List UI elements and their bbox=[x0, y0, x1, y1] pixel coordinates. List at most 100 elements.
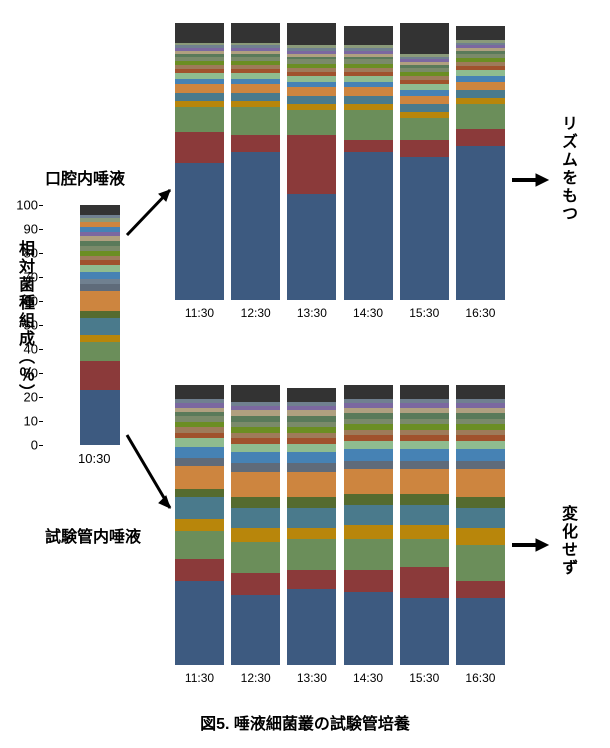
y-tick-label: 40 bbox=[12, 342, 38, 357]
y-tick-label: 20 bbox=[12, 390, 38, 405]
bar-segment bbox=[456, 104, 505, 129]
bar-segment bbox=[456, 90, 505, 98]
x-tick-label: 12:30 bbox=[231, 306, 280, 320]
y-tick-label: 0 bbox=[12, 438, 38, 453]
x-tick-label: 16:30 bbox=[456, 671, 505, 685]
bottom-bars bbox=[175, 385, 505, 665]
bar-segment bbox=[287, 497, 336, 508]
stacked-bar bbox=[231, 385, 280, 665]
bar-segment bbox=[287, 472, 336, 497]
y-tick-label: 10 bbox=[12, 414, 38, 429]
bar-segment bbox=[175, 107, 224, 132]
arrow-to-bottom-icon bbox=[122, 430, 182, 520]
x-tick-label: 15:30 bbox=[400, 306, 449, 320]
bar-segment bbox=[287, 444, 336, 452]
bar-segment bbox=[287, 508, 336, 528]
arrow-to-top-icon bbox=[122, 180, 182, 240]
bar-segment bbox=[287, 589, 336, 665]
bar-segment bbox=[344, 525, 393, 539]
bar-segment bbox=[344, 26, 393, 46]
bar-segment bbox=[175, 497, 224, 519]
bar-segment bbox=[400, 525, 449, 539]
bar-segment bbox=[456, 461, 505, 469]
bar-segment bbox=[175, 132, 224, 163]
bar-segment bbox=[80, 342, 120, 361]
bar-segment bbox=[287, 96, 336, 104]
bar-segment bbox=[175, 447, 224, 458]
bar-segment bbox=[456, 385, 505, 399]
bar-segment bbox=[231, 23, 280, 43]
bar-segment bbox=[456, 129, 505, 146]
bar-segment bbox=[344, 87, 393, 95]
bar-segment bbox=[287, 87, 336, 95]
bar-segment bbox=[344, 385, 393, 399]
stacked-bar bbox=[344, 20, 393, 300]
x-tick-label: 12:30 bbox=[231, 671, 280, 685]
bar-segment bbox=[400, 385, 449, 399]
bar-segment bbox=[456, 581, 505, 598]
bar-segment bbox=[175, 559, 224, 581]
x-tick-label: 14:30 bbox=[344, 306, 393, 320]
bar-segment bbox=[175, 93, 224, 101]
bar-segment bbox=[344, 441, 393, 449]
reference-time-label: 10:30 bbox=[78, 451, 111, 466]
x-tick-label: 15:30 bbox=[400, 671, 449, 685]
bar-segment bbox=[287, 388, 336, 402]
bar-segment bbox=[80, 265, 120, 272]
bar-segment bbox=[344, 110, 393, 141]
bar-segment bbox=[456, 26, 505, 40]
bar-segment bbox=[456, 449, 505, 460]
bottom-x-labels: 11:3012:3013:3014:3015:3016:30 bbox=[175, 671, 505, 685]
y-tick-label: 50 bbox=[12, 318, 38, 333]
bar-segment bbox=[456, 497, 505, 508]
bar-segment bbox=[175, 466, 224, 488]
bar-segment bbox=[400, 539, 449, 567]
bar-segment bbox=[80, 311, 120, 318]
bar-segment bbox=[175, 519, 224, 530]
bar-segment bbox=[287, 463, 336, 471]
bar-segment bbox=[231, 107, 280, 135]
bar-segment bbox=[80, 284, 120, 291]
y-tick-label: 70 bbox=[12, 270, 38, 285]
bar-segment bbox=[344, 505, 393, 525]
stacked-bar bbox=[231, 20, 280, 300]
oral-saliva-label: 口腔内唾液 bbox=[45, 165, 125, 189]
x-tick-label: 11:30 bbox=[175, 306, 224, 320]
top-x-labels: 11:3012:3013:3014:3015:3016:30 bbox=[175, 306, 505, 320]
bar-segment bbox=[400, 23, 449, 54]
reference-chart: 0102030405060708090100 10:30 bbox=[65, 205, 120, 470]
x-tick-label: 13:30 bbox=[287, 306, 336, 320]
bar-segment bbox=[231, 573, 280, 595]
bar-segment bbox=[400, 567, 449, 598]
bar-segment bbox=[287, 135, 336, 194]
stacked-bar bbox=[175, 20, 224, 300]
bar-segment bbox=[400, 598, 449, 665]
bar-segment bbox=[456, 146, 505, 300]
bar-segment bbox=[456, 82, 505, 90]
bar-segment bbox=[400, 461, 449, 469]
bar-segment bbox=[400, 505, 449, 525]
bottom-panel: 11:3012:3013:3014:3015:3016:30 bbox=[175, 385, 505, 695]
bar-segment bbox=[400, 104, 449, 112]
y-tick-label: 90 bbox=[12, 222, 38, 237]
bar-segment bbox=[400, 449, 449, 460]
bar-segment bbox=[400, 96, 449, 104]
stacked-bar bbox=[287, 20, 336, 300]
bar-segment bbox=[231, 385, 280, 402]
stacked-bar bbox=[456, 20, 505, 300]
bar-segment bbox=[456, 545, 505, 581]
bar-segment bbox=[344, 140, 393, 151]
bar-segment bbox=[344, 152, 393, 300]
bar-segment bbox=[175, 531, 224, 559]
stacked-bar bbox=[175, 385, 224, 665]
bar-segment bbox=[80, 291, 120, 310]
bar-segment bbox=[287, 194, 336, 300]
bar-segment bbox=[456, 469, 505, 497]
bar-segment bbox=[80, 205, 120, 215]
bar-segment bbox=[400, 157, 449, 300]
y-tick-label: 60 bbox=[12, 294, 38, 309]
bar-segment bbox=[80, 390, 120, 445]
bar-segment bbox=[231, 152, 280, 300]
stacked-bar bbox=[287, 385, 336, 665]
bar-segment bbox=[400, 469, 449, 494]
